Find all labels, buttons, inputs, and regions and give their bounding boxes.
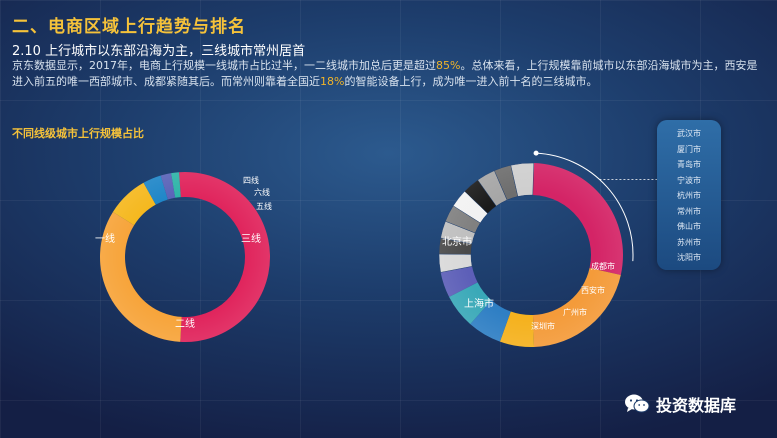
brand-name: 投资数据库 xyxy=(656,396,737,415)
legend-item: 厦门市 xyxy=(677,144,701,154)
legend-item: 青岛市 xyxy=(677,160,701,169)
page-title: 二、电商区域上行趋势与排名 xyxy=(12,17,246,37)
tier-label-3: 三线 xyxy=(241,232,261,245)
legend-item: 宁波市 xyxy=(677,175,701,185)
desc-text-1: 京东数据显示，2017年，电商上行规模一线城市占比过半，一二线城市加总后更是超过 xyxy=(12,59,436,72)
desc-highlight-1: 85% xyxy=(436,59,461,72)
legend-item: 杭州市 xyxy=(677,191,701,200)
desc-text-3: 的智能设备上行，成为唯一进入前十名的三线城市。 xyxy=(344,75,598,88)
legend-item: 沈阳市 xyxy=(677,253,701,262)
city-label-6: 成都市 xyxy=(591,261,615,271)
tier-label-1: 一线 xyxy=(95,232,115,245)
callout-annotation xyxy=(533,150,657,262)
chart-heading: 不同线级城市上行规模占比 xyxy=(12,127,144,140)
city-label-2: 上海市 xyxy=(464,297,494,310)
brand-watermark: 投资数据库 xyxy=(624,392,736,416)
tier-label-2: 二线 xyxy=(175,317,195,330)
callout-arc xyxy=(536,152,634,262)
city-legend-panel: 武汉市厦门市青岛市宁波市杭州市常州市佛山市苏州市沈阳市 xyxy=(657,120,721,270)
callout-dot xyxy=(533,150,539,156)
desc-text-2: 。总体来看，上行规模靠前城市以东部沿海城市为主，西安是进入前五的唯一西部城市、成… xyxy=(12,59,758,88)
wechat-icon xyxy=(625,394,650,413)
legend-item: 武汉市 xyxy=(677,129,701,138)
city-label-4: 广州市 xyxy=(563,307,587,317)
city-label-5: 西安市 xyxy=(581,285,605,295)
legend-item: 常州市 xyxy=(677,206,701,216)
description-paragraph: 京东数据显示，2017年，电商上行规模一线城市占比过半，一二线城市加总后更是超过… xyxy=(12,58,764,90)
page-subtitle: 2.10 上行城市以东部沿海为主，三线城市常州居首 xyxy=(12,44,306,59)
city-label-1: 北京市 xyxy=(442,235,472,248)
tier-label-4: 四线 xyxy=(243,175,259,185)
city-label-3: 深圳市 xyxy=(531,321,555,331)
tier-label-6: 六线 xyxy=(254,187,270,197)
city-legend-list: 武汉市厦门市青岛市宁波市杭州市常州市佛山市苏州市沈阳市 xyxy=(657,120,721,272)
desc-highlight-2: 18% xyxy=(320,75,345,88)
tier-label-5: 五线 xyxy=(256,201,272,211)
legend-item: 苏州市 xyxy=(677,237,701,247)
legend-item: 佛山市 xyxy=(677,222,701,231)
